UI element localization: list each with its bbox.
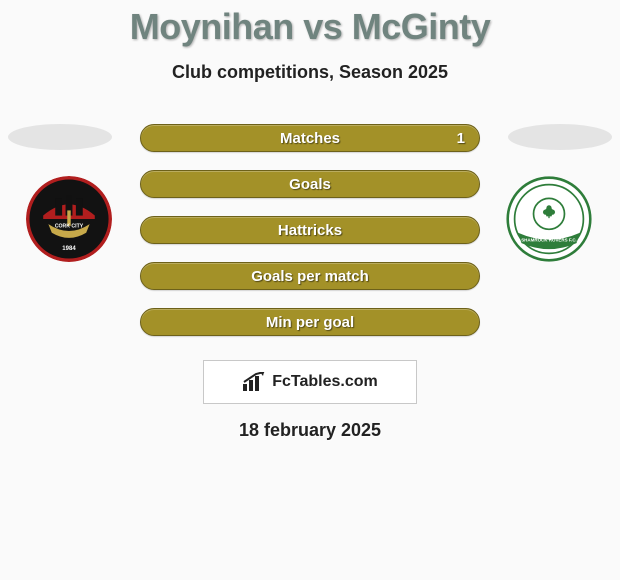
badge-ribbon-text: SHAMROCK ROVERS F.C. [521, 237, 577, 242]
stat-label: Goals [289, 176, 331, 193]
branding-box: FcTables.com [203, 360, 417, 404]
branding-text: FcTables.com [272, 373, 378, 391]
left-player-ellipse [8, 124, 112, 150]
stat-value-right: 1 [457, 125, 465, 151]
stat-label: Goals per match [251, 268, 369, 285]
page-title: Moynihan vs McGinty [0, 0, 620, 48]
right-club-badge: SHAMROCK ROVERS F.C. [506, 176, 592, 262]
stat-label: Matches [280, 130, 340, 147]
badge-text-top: CORK CITY [55, 224, 84, 230]
chart-icon [242, 372, 268, 392]
stats-bars: Matches 1 Goals Hattricks Goals per match Min… [140, 124, 480, 354]
stat-label: Min per goal [266, 314, 354, 331]
page-subtitle: Club competitions, Season 2025 [0, 62, 620, 83]
stat-label: Hattricks [278, 222, 342, 239]
stat-bar: Hattricks [140, 216, 480, 244]
stat-bar: Goals [140, 170, 480, 198]
stat-bar: Matches 1 [140, 124, 480, 152]
left-club-badge: CORK CITY 1984 [26, 176, 112, 262]
stat-bar: Min per goal [140, 308, 480, 336]
date-text: 18 february 2025 [0, 420, 620, 441]
right-player-ellipse [508, 124, 612, 150]
stat-bar: Goals per match [140, 262, 480, 290]
badge-year: 1984 [62, 246, 76, 252]
